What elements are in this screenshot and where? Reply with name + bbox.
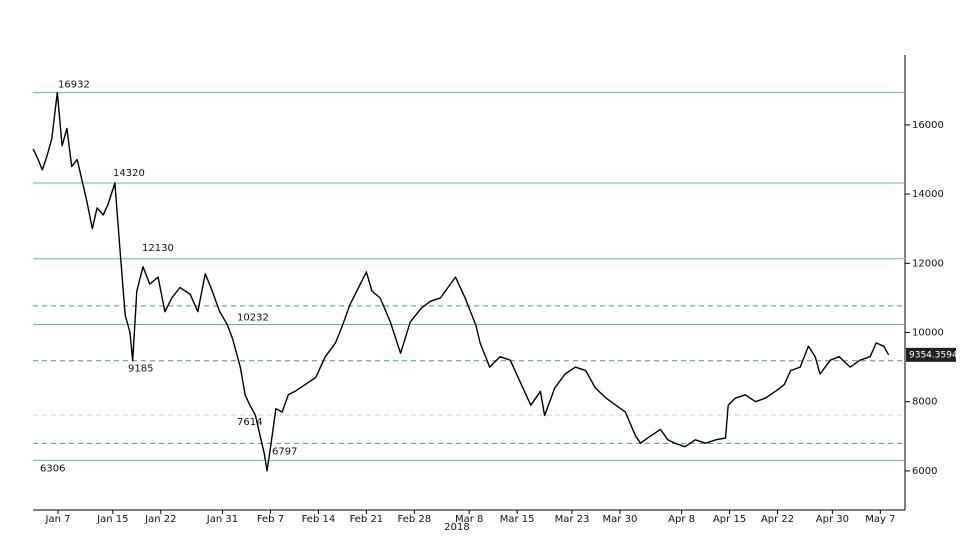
x-tick-label: Jan 22 (144, 514, 176, 525)
x-tick-label: May 7 (865, 514, 895, 525)
level-label: 10232 (237, 312, 269, 323)
x-tick-label: Jan 31 (206, 514, 238, 525)
last-value-label: 9354.3594 (909, 350, 958, 360)
x-tick-label: Mar 23 (555, 514, 590, 525)
x-tick-label: Feb 21 (350, 514, 384, 525)
x-tick-label: Apr 8 (668, 514, 695, 525)
x-tick-label: Feb 7 (257, 514, 284, 525)
level-label: 16932 (58, 80, 90, 91)
x-tick-label: Mar 30 (603, 514, 638, 525)
x-tick-label: Mar 15 (500, 514, 535, 525)
y-tick-label: 8000 (912, 397, 937, 408)
y-tick-label: 6000 (912, 466, 937, 477)
x-tick-label: Apr 15 (713, 514, 746, 525)
level-label: 6797 (272, 446, 297, 457)
level-label: 12130 (142, 243, 174, 254)
x-tick-label: Mar 8 (455, 514, 483, 525)
level-label: 7614 (237, 417, 262, 428)
x-axis-title: 2018 (444, 522, 469, 533)
x-tick-label: Jan 7 (45, 514, 71, 525)
price-line (32, 91, 890, 472)
y-tick-label: 10000 (912, 327, 944, 338)
x-tick-label: Apr 22 (761, 514, 794, 525)
x-tick-label: Feb 28 (398, 514, 432, 525)
x-tick-label: Apr 30 (816, 514, 849, 525)
y-tick-label: 14000 (912, 189, 944, 200)
level-label: 6306 (40, 463, 65, 474)
level-label: 9185 (128, 364, 153, 375)
last-value-box (906, 347, 956, 362)
y-tick-label: 16000 (912, 120, 944, 131)
y-tick-label: 12000 (912, 258, 944, 269)
x-tick-label: Jan 15 (96, 514, 128, 525)
level-label: 14320 (113, 168, 145, 179)
x-tick-label: Feb 14 (302, 514, 336, 525)
